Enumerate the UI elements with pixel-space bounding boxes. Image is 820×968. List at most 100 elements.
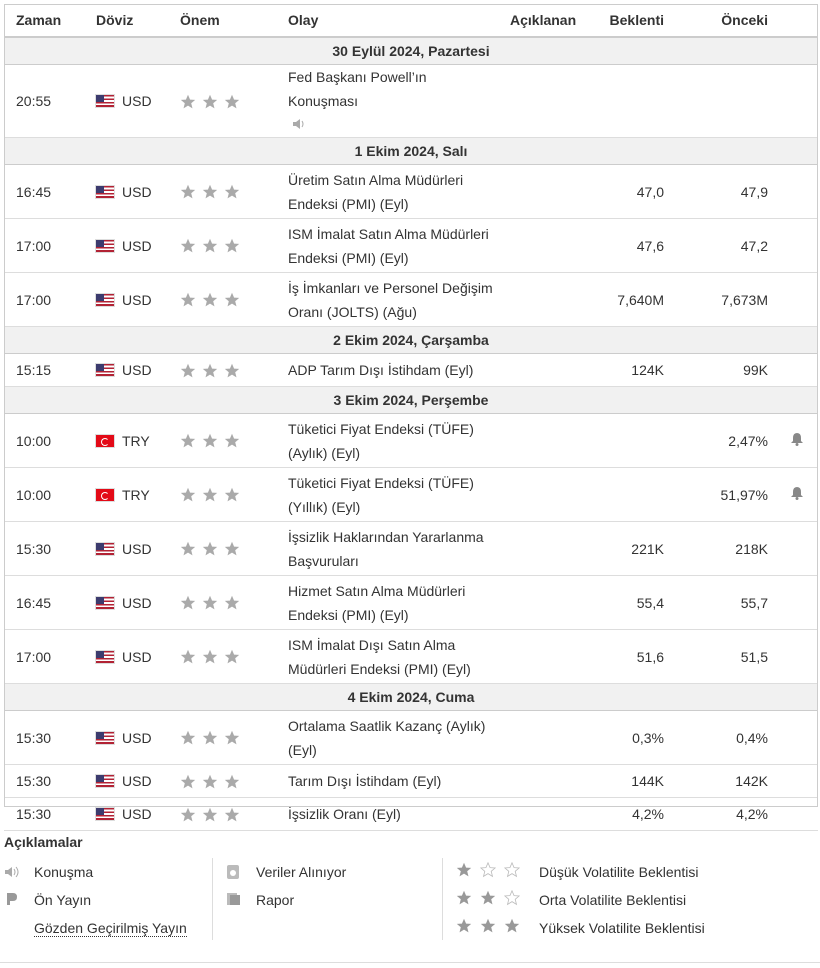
event-cell: ISM İmalat Satın Alma Müdürleri Endeksi … bbox=[284, 218, 510, 273]
col-header: Beklenti bbox=[585, 4, 670, 38]
importance bbox=[176, 797, 284, 831]
forecast: 47,0 bbox=[585, 164, 670, 219]
event-row: 15:30 USD İşsizlik Oranı (Eyl) 4,2% 4,2% bbox=[4, 797, 818, 831]
importance bbox=[176, 710, 284, 765]
event-name: Hizmet Satın Alma Müdürleri Endeksi (PMI… bbox=[288, 582, 466, 623]
currency: TRY bbox=[122, 432, 150, 449]
event-row: 15:30 USD Tarım Dışı İstihdam (Eyl) 144K 142… bbox=[4, 764, 818, 798]
previous: 142K bbox=[670, 764, 776, 798]
time: 15:30 bbox=[4, 797, 92, 831]
actual bbox=[510, 467, 585, 522]
time: 16:45 bbox=[4, 575, 92, 630]
actual bbox=[510, 575, 585, 630]
currency-cell: USD bbox=[92, 629, 176, 684]
currency: USD bbox=[122, 237, 152, 254]
event-cell: Tarım Dışı İstihdam (Eyl) bbox=[284, 764, 510, 798]
actual bbox=[510, 710, 585, 765]
forecast bbox=[585, 467, 670, 522]
forecast: 144K bbox=[585, 764, 670, 798]
alert-cell bbox=[776, 467, 818, 522]
day-row: 1 Ekim 2024, Salı bbox=[4, 137, 818, 165]
actual bbox=[510, 629, 585, 684]
currency-cell: TRY bbox=[92, 467, 176, 522]
event-cell: İşsizlik Oranı (Eyl) bbox=[284, 797, 510, 831]
actual bbox=[510, 353, 585, 387]
event-name: Tüketici Fiyat Endeksi (TÜFE) (Yıllık) (… bbox=[288, 474, 474, 515]
volatility-stars bbox=[456, 862, 520, 933]
currency-cell: USD bbox=[92, 64, 176, 138]
bell-icon[interactable] bbox=[791, 486, 803, 500]
flag bbox=[96, 293, 114, 306]
event-name: İşsizlik Oranı (Eyl) bbox=[288, 806, 401, 822]
legend-item: Ön Yayın bbox=[34, 892, 92, 908]
currency: USD bbox=[122, 93, 152, 109]
calendar-table: Zaman Döviz Önem Olay Açıklanan Beklenti… bbox=[4, 4, 818, 831]
day-date: 1 Ekim 2024, Salı bbox=[4, 137, 818, 165]
flag bbox=[96, 488, 114, 501]
previous: 2,47% bbox=[670, 413, 776, 468]
time: 20:55 bbox=[4, 64, 92, 138]
forecast bbox=[585, 413, 670, 468]
currency-cell: USD bbox=[92, 272, 176, 327]
actual bbox=[510, 764, 585, 798]
forecast: 55,4 bbox=[585, 575, 670, 630]
currency-cell: USD bbox=[92, 797, 176, 831]
bottom-line bbox=[0, 962, 820, 963]
currency: USD bbox=[122, 806, 152, 822]
previous: 0,4% bbox=[670, 710, 776, 765]
alert-cell bbox=[776, 629, 818, 684]
event-cell: Tüketici Fiyat Endeksi (TÜFE) (Aylık) (E… bbox=[284, 413, 510, 468]
previous: 51,97% bbox=[670, 467, 776, 522]
forecast: 7,640M bbox=[585, 272, 670, 327]
day-date: 30 Eylül 2024, Pazartesi bbox=[4, 36, 818, 65]
time: 16:45 bbox=[4, 164, 92, 219]
importance bbox=[176, 467, 284, 522]
actual bbox=[510, 164, 585, 219]
event-row: 15:30 USD Ortalama Saatlik Kazanç (Aylık) … bbox=[4, 710, 818, 765]
event-row: 10:00 TRY Tüketici Fiyat Endeksi (TÜFE) (A… bbox=[4, 413, 818, 468]
previous: 218K bbox=[670, 521, 776, 576]
event-row: 16:45 USD Hizmet Satın Alma Müdürleri Ende… bbox=[4, 575, 818, 630]
event-row: 16:45 USD Üretim Satın Alma Müdürleri Ende… bbox=[4, 164, 818, 219]
importance bbox=[176, 521, 284, 576]
event-name: ADP Tarım Dışı İstihdam (Eyl) bbox=[288, 362, 474, 378]
currency: USD bbox=[122, 729, 152, 746]
event-name: Tarım Dışı İstihdam (Eyl) bbox=[288, 773, 442, 789]
currency-cell: USD bbox=[92, 575, 176, 630]
separator bbox=[442, 858, 443, 940]
previous: 47,9 bbox=[670, 164, 776, 219]
flag bbox=[96, 364, 114, 376]
currency: TRY bbox=[122, 486, 150, 503]
bell-icon[interactable] bbox=[791, 432, 803, 446]
legend-item: Konuşma bbox=[34, 864, 94, 880]
event-cell: Tüketici Fiyat Endeksi (TÜFE) (Yıllık) (… bbox=[284, 467, 510, 522]
importance bbox=[176, 218, 284, 273]
event-row: 15:30 USD İşsizlik Haklarından Yararlanma … bbox=[4, 521, 818, 576]
previous bbox=[670, 64, 776, 138]
previous: 7,673M bbox=[670, 272, 776, 327]
actual bbox=[510, 521, 585, 576]
day-row: 2 Ekim 2024, Çarşamba bbox=[4, 326, 818, 354]
importance bbox=[176, 164, 284, 219]
event-cell: ADP Tarım Dışı İstihdam (Eyl) bbox=[284, 353, 510, 387]
event-name: ISM İmalat Dışı Satın Alma Müdürleri End… bbox=[288, 636, 471, 677]
event-name: İş İmkanları ve Personel Değişim Oranı (… bbox=[288, 279, 493, 320]
importance bbox=[176, 413, 284, 468]
legend-item: Veriler Alınıyor bbox=[256, 864, 347, 880]
importance bbox=[176, 629, 284, 684]
importance bbox=[176, 353, 284, 387]
col-header: Açıklanan bbox=[510, 4, 585, 38]
actual bbox=[510, 218, 585, 273]
currency-cell: USD bbox=[92, 521, 176, 576]
legend-item: Gözden Geçirilmiş Yayın bbox=[34, 920, 187, 937]
day-row: 3 Ekim 2024, Perşembe bbox=[4, 386, 818, 414]
currency-cell: USD bbox=[92, 218, 176, 273]
header-row: Zaman Döviz Önem Olay Açıklanan Beklenti… bbox=[4, 4, 818, 38]
col-header: Döviz bbox=[92, 4, 176, 38]
col-header: Zaman bbox=[4, 4, 92, 38]
day-date: 2 Ekim 2024, Çarşamba bbox=[4, 326, 818, 354]
alert-cell bbox=[776, 272, 818, 327]
speaker-icon bbox=[5, 866, 19, 878]
event-row: 17:00 USD ISM İmalat Satın Alma Müdürleri … bbox=[4, 218, 818, 273]
